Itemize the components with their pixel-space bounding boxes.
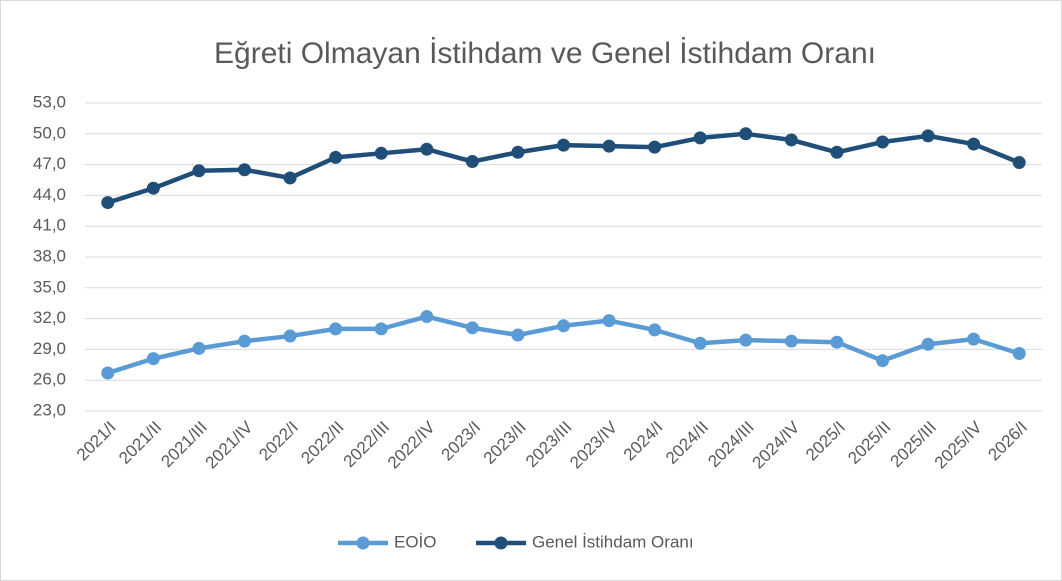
point [146, 181, 160, 195]
point [784, 133, 798, 147]
point [876, 135, 889, 149]
point [465, 321, 479, 335]
point [511, 328, 525, 342]
y-tick-label: 38,0 [33, 246, 66, 265]
y-tick-label: 23,0 [33, 400, 66, 419]
y-tick-label: 29,0 [33, 339, 66, 358]
point [101, 366, 115, 380]
y-tick-label: 35,0 [33, 277, 66, 296]
y-tick-label: 47,0 [33, 154, 66, 173]
point [967, 137, 981, 151]
point [420, 310, 434, 324]
point [693, 131, 707, 145]
point [921, 337, 935, 351]
point [283, 329, 297, 343]
y-tick-label: 53,0 [33, 92, 66, 111]
point [146, 352, 160, 366]
point [329, 322, 343, 336]
point [1012, 347, 1026, 361]
point [602, 139, 616, 153]
point [739, 127, 753, 141]
point [101, 196, 115, 210]
legend-marker [356, 536, 370, 550]
point [238, 334, 251, 348]
point [192, 341, 206, 355]
legend-label: EOİO [394, 532, 437, 551]
y-tick-label: 50,0 [33, 123, 66, 142]
y-tick-label: 32,0 [33, 308, 66, 327]
point [238, 163, 251, 177]
point [283, 171, 297, 185]
chart-title: Eğreti Olmayan İstihdam ve Genel İstihda… [214, 37, 876, 70]
point [693, 336, 707, 350]
y-tick-label: 26,0 [33, 370, 66, 389]
point [465, 155, 479, 169]
legend-marker [494, 536, 508, 550]
point [374, 322, 388, 336]
point [876, 354, 889, 368]
y-tick-label: 41,0 [33, 216, 66, 235]
legend-label: Genel İstihdam Oranı [532, 532, 694, 551]
point [648, 140, 662, 154]
point [557, 319, 570, 333]
point [374, 146, 388, 160]
point [1012, 156, 1026, 170]
point [192, 164, 206, 178]
point [557, 138, 570, 152]
point [967, 332, 981, 346]
point [784, 334, 798, 348]
point [830, 335, 844, 349]
point [648, 323, 662, 337]
point [420, 142, 434, 156]
point [511, 145, 525, 159]
point [739, 333, 753, 347]
point [329, 150, 343, 164]
point [602, 314, 616, 328]
y-tick-label: 44,0 [33, 185, 66, 204]
point [921, 129, 935, 143]
point [830, 145, 844, 159]
